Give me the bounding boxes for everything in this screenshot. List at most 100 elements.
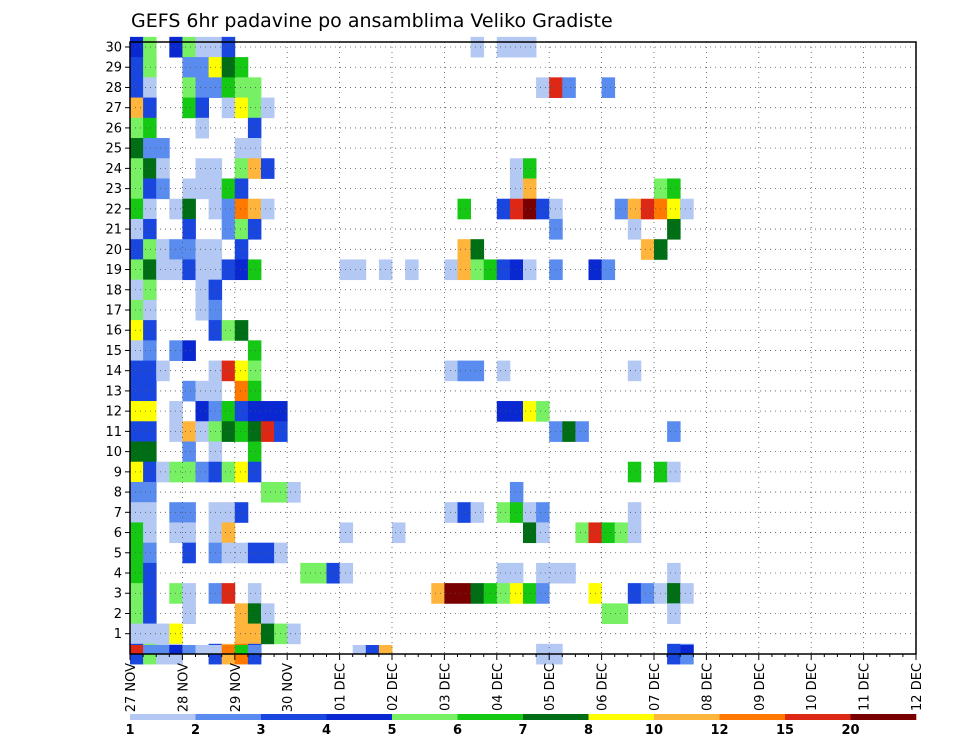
heatmap-cell — [130, 522, 144, 544]
heatmap-cell — [143, 502, 157, 523]
heatmap-cell — [195, 239, 209, 260]
heatmap-cell — [182, 441, 196, 463]
y-tick-label: 26 — [105, 121, 122, 136]
x-tick-label: 11 DEC — [858, 663, 873, 711]
heatmap-cell — [247, 218, 262, 240]
heatmap-cell — [667, 562, 681, 584]
heatmap-cell — [536, 522, 550, 544]
heatmap-cell — [221, 77, 236, 98]
heatmap-cell — [182, 239, 196, 260]
heatmap-cell — [667, 421, 681, 442]
heatmap-cell — [261, 421, 275, 442]
heatmap-cell — [523, 502, 537, 523]
heatmap-cell — [247, 97, 262, 119]
heatmap-cell — [130, 421, 144, 442]
heatmap-cell — [234, 218, 249, 240]
heatmap-cell — [287, 481, 301, 503]
heatmap-cell — [247, 158, 262, 179]
heatmap-cell — [352, 645, 367, 655]
colorbar-label: 4 — [322, 723, 331, 738]
heatmap-cell — [444, 259, 458, 281]
heatmap-cell — [169, 645, 183, 655]
heatmap-cell — [575, 421, 589, 442]
heatmap-cell — [523, 158, 537, 179]
heatmap-cell — [143, 421, 157, 442]
heatmap-cell — [247, 603, 262, 624]
heatmap-cell — [627, 502, 642, 523]
heatmap-cell — [627, 360, 642, 382]
heatmap-cell — [143, 97, 157, 119]
y-tick-label: 13 — [105, 384, 122, 399]
heatmap-cell — [496, 562, 511, 584]
heatmap-cell — [339, 562, 354, 584]
heatmap-cell — [195, 461, 209, 483]
heatmap-cell — [143, 218, 157, 240]
heatmap-cell — [234, 239, 249, 260]
heatmap-cell — [195, 178, 209, 200]
heatmap-cell — [457, 360, 471, 382]
heatmap-cell — [130, 178, 144, 200]
heatmap-cell — [680, 198, 694, 220]
heatmap-cell — [523, 401, 537, 422]
heatmap-cell — [221, 97, 236, 119]
heatmap-cell — [182, 603, 196, 624]
grid-lines — [130, 42, 916, 654]
heatmap-cell — [405, 259, 419, 281]
y-tick-label: 8 — [114, 486, 122, 501]
heatmap-cell — [378, 645, 393, 655]
heatmap-cell — [536, 198, 550, 220]
heatmap-cell — [195, 380, 209, 402]
heatmap-cell — [156, 645, 170, 655]
heatmap-cell — [326, 562, 340, 584]
heatmap-cell — [169, 259, 183, 281]
heatmap-cell — [143, 117, 157, 139]
heatmap-cell — [156, 360, 170, 382]
heatmap-cell — [182, 502, 196, 523]
heatmap-cell — [234, 645, 249, 655]
heatmap-cell — [221, 198, 236, 220]
heatmap-cell — [509, 562, 524, 584]
heatmap-cell — [169, 623, 183, 645]
heatmap-cell — [169, 583, 183, 604]
heatmap-cell — [182, 542, 196, 564]
heatmap-cell — [261, 198, 275, 220]
heatmap-cell — [130, 562, 144, 584]
heatmap-cell — [130, 502, 144, 523]
heatmap-cell — [130, 77, 144, 98]
heatmap-cell — [143, 340, 157, 361]
heatmap-cell — [195, 401, 209, 422]
heatmap-cell — [195, 117, 209, 139]
heatmap-cell — [182, 97, 196, 119]
heatmap-cell — [143, 239, 157, 260]
heatmap-cell — [234, 360, 249, 382]
heatmap-cell — [130, 380, 144, 402]
heatmap-cell — [182, 198, 196, 220]
heatmap-cell — [221, 320, 236, 341]
y-tick-label: 1 — [114, 627, 122, 642]
heatmap-cell — [352, 259, 367, 281]
heatmap-cell — [509, 401, 524, 422]
heatmap-cell — [221, 522, 236, 544]
heatmap-cell — [496, 36, 511, 58]
heatmap-cell — [667, 178, 681, 200]
x-tick-label: 09 DEC — [753, 663, 768, 711]
x-tick-label: 08 DEC — [700, 663, 715, 711]
y-tick-label: 14 — [105, 364, 122, 379]
heatmap-cell — [143, 583, 157, 604]
heatmap-cell — [130, 583, 144, 604]
heatmap-cell — [627, 198, 642, 220]
heatmap-cell — [247, 360, 262, 382]
heatmap-cell — [182, 522, 196, 544]
heatmap-cell — [234, 138, 249, 159]
heatmap-cell — [247, 421, 262, 442]
heatmap-cell — [234, 502, 249, 523]
heatmap-cell — [247, 138, 262, 159]
chart-title: GEFS 6hr padavine po ansamblima Veliko G… — [131, 10, 613, 32]
heatmap-cells — [130, 36, 694, 665]
heatmap-cell — [470, 360, 485, 382]
heatmap-cell — [536, 502, 550, 523]
heatmap-cell — [536, 562, 550, 584]
heatmap-cell — [523, 178, 537, 200]
heatmap-cell — [247, 623, 262, 645]
heatmap-cell — [509, 502, 524, 523]
